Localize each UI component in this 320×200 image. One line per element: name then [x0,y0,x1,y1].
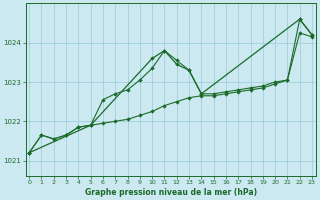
X-axis label: Graphe pression niveau de la mer (hPa): Graphe pression niveau de la mer (hPa) [84,188,257,197]
